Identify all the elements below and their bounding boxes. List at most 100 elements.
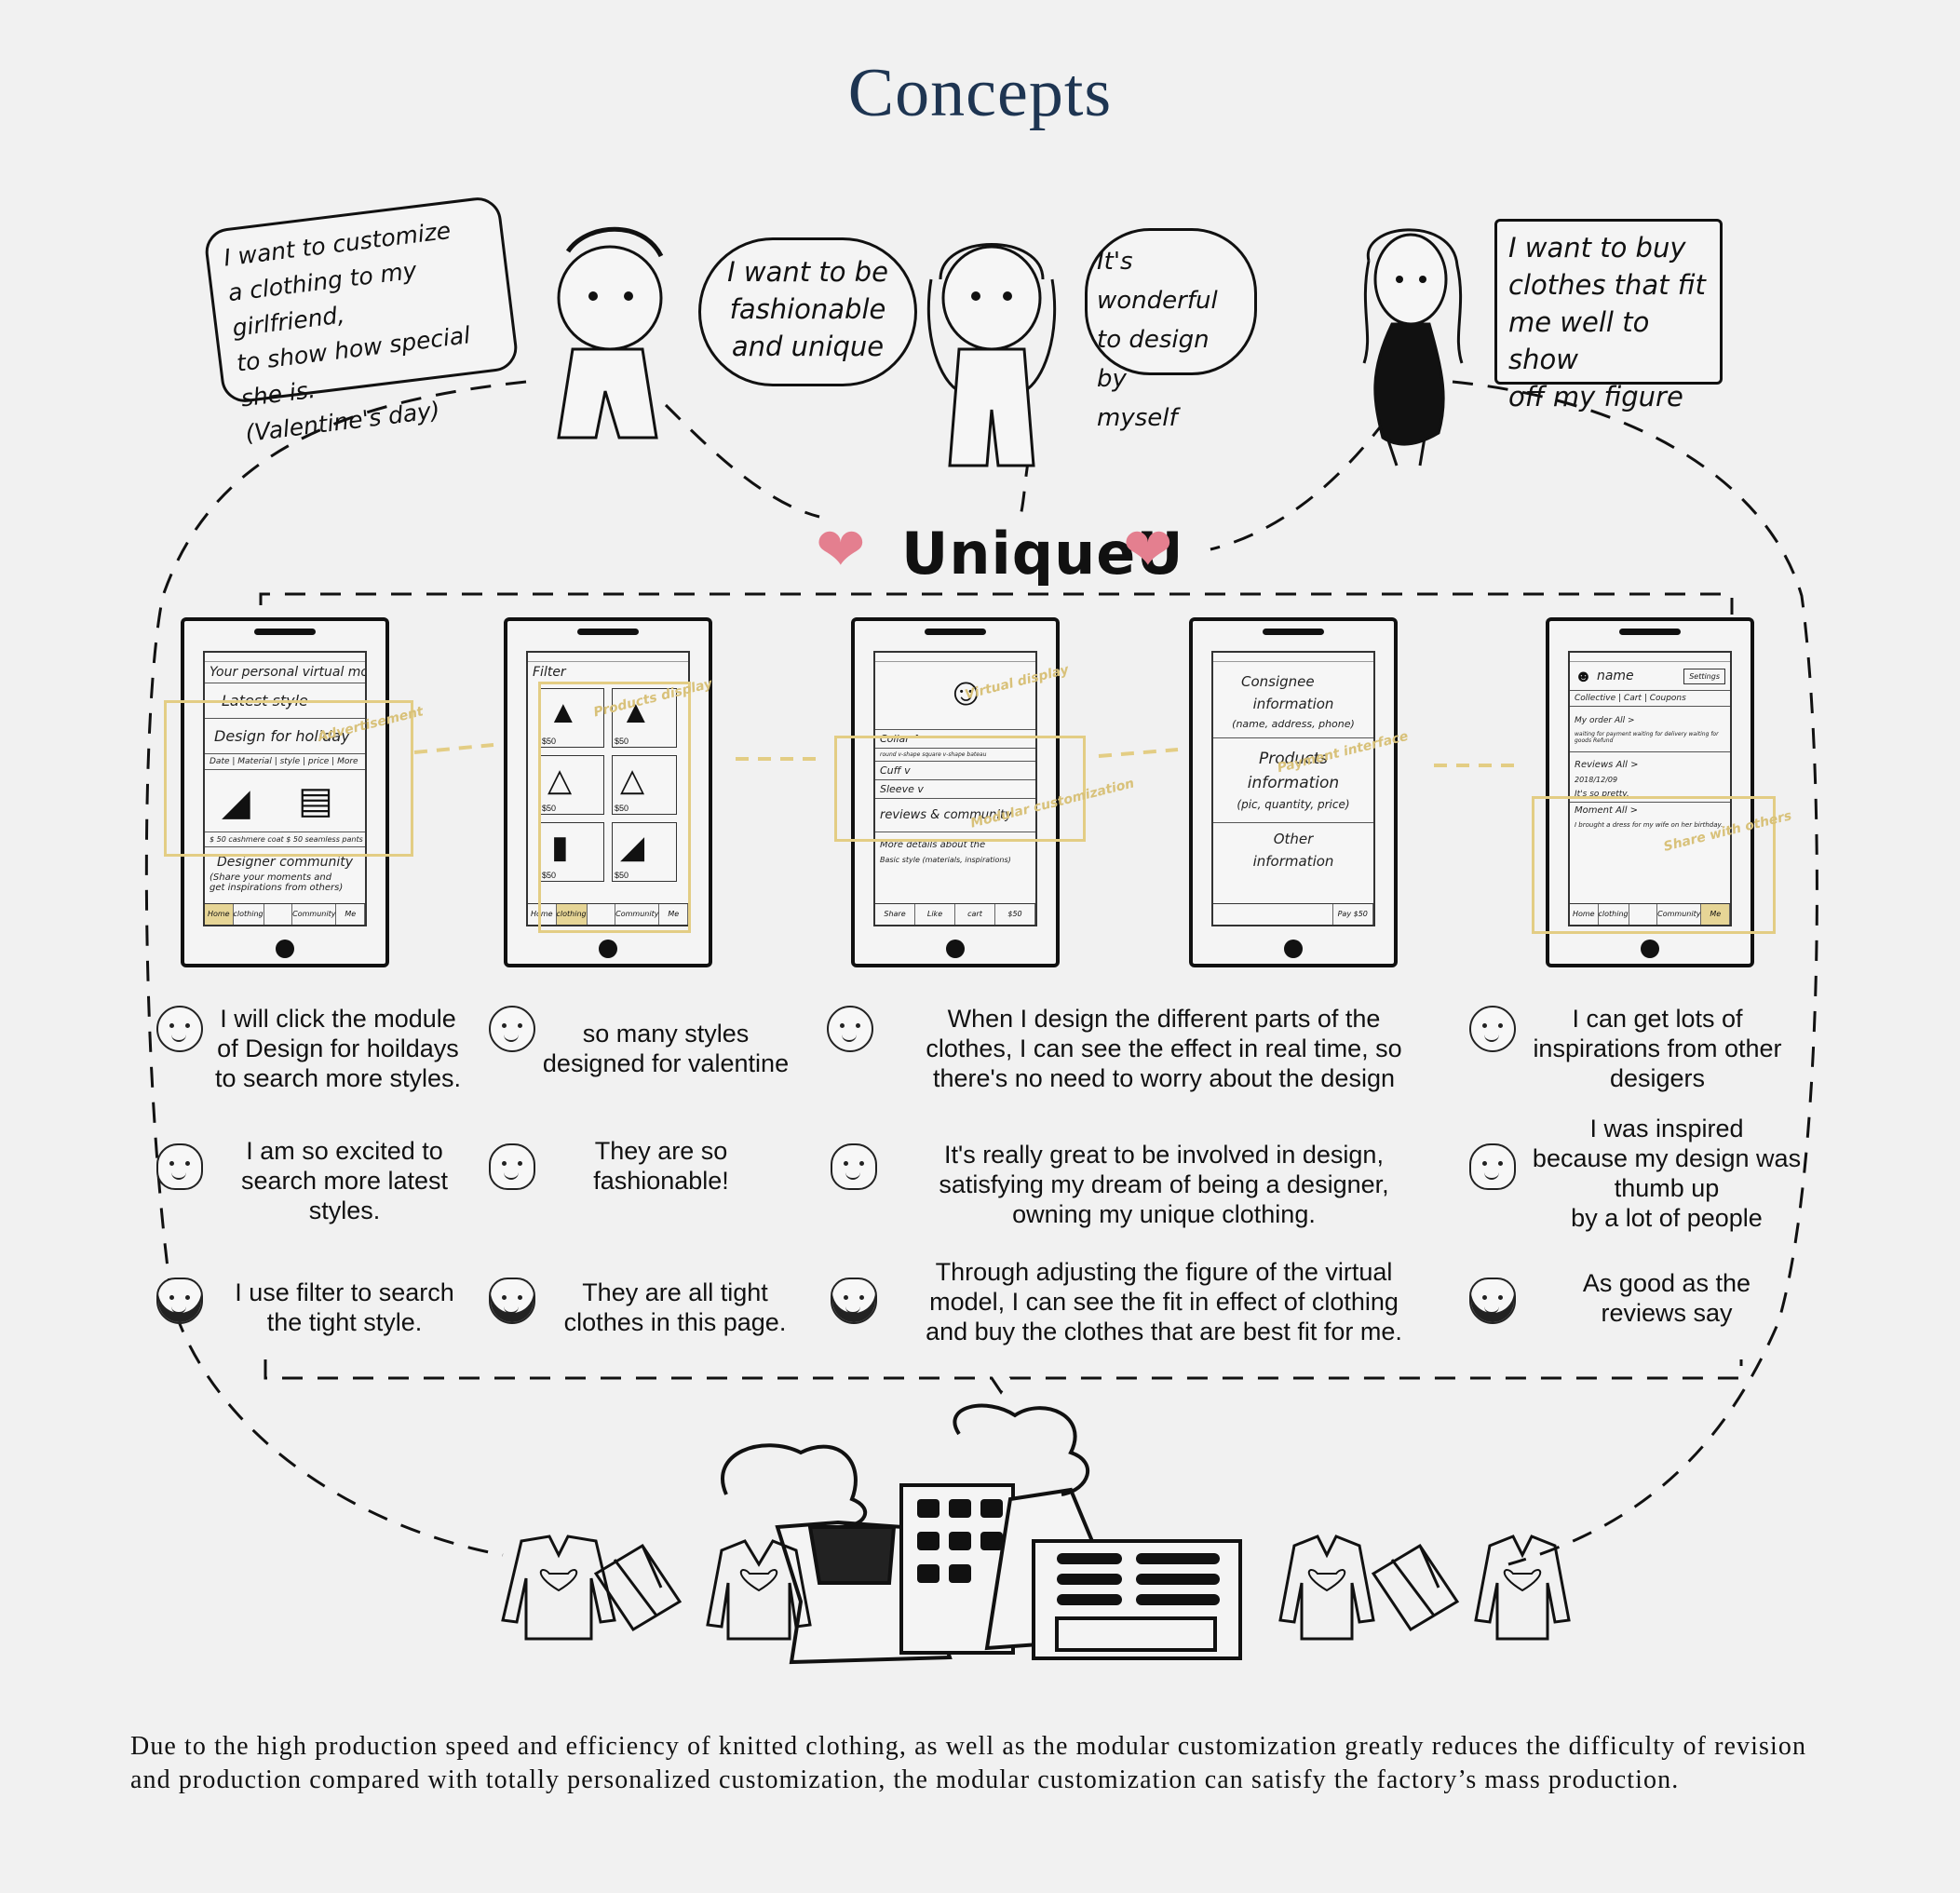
phone-mockup-products: Filter ▲ $50 ▲ $50 △ $50 △ $50 ▮ $50 ◢ $50 Hom… — [504, 617, 712, 967]
tshirt-icon: ▲ — [547, 695, 579, 730]
highlight-modular-customization — [834, 736, 1086, 842]
girl-right-bubble-line-1: It's wonderful — [1097, 248, 1218, 315]
tab-home[interactable]: Home — [528, 904, 557, 925]
phone-mockup-customize: ☺ Collar ^ round v-shape square v-shape … — [851, 617, 1060, 967]
phone-screen-products: Filter ▲ $50 ▲ $50 △ $50 △ $50 ▮ $50 ◢ $50 Hom… — [526, 651, 690, 926]
tab-clothing[interactable]: clothing — [234, 904, 264, 925]
tab-design[interactable] — [264, 904, 293, 925]
sleeve-option[interactable]: Sleeve v — [875, 780, 1035, 799]
phone-mockup-payment: Consignee information (name, address, ph… — [1189, 617, 1398, 967]
product-card[interactable]: ▲ $50 — [612, 688, 677, 748]
girl-head — [941, 245, 1042, 351]
designer-community-module[interactable]: Designer community — [216, 855, 354, 870]
tab-community[interactable]: Community — [615, 904, 660, 925]
face-features — [588, 276, 1426, 301]
tab-design[interactable] — [1629, 904, 1658, 925]
girl-left-bubble-line-1: I want to be — [727, 256, 888, 288]
phone-notch — [925, 629, 986, 635]
consignee-fields[interactable]: (name, address, phone) — [1213, 715, 1373, 738]
arrow-3-4 — [1098, 748, 1179, 758]
heart-right-icon: ❤ — [1123, 516, 1173, 583]
dress-icon: △ — [547, 763, 573, 798]
product-price: $50 — [542, 871, 557, 880]
cart-button[interactable]: cart — [955, 904, 995, 925]
woman-bubble-line-1: I want to buy — [1508, 232, 1686, 264]
woman-face-icon — [1469, 1278, 1516, 1324]
girl-right-speech-bubble: It's wonderful to design by myself — [1085, 228, 1257, 432]
like-button[interactable]: Like — [915, 904, 955, 925]
pay-button[interactable]: Pay $50 — [1333, 904, 1373, 925]
order-status-row[interactable]: waiting for payment waiting for delivery… — [1570, 728, 1730, 752]
phone-screen-profile: ☻ name Settings Collective | Cart | Coup… — [1568, 651, 1732, 926]
girl-right-bubble-line-2: to design by — [1097, 326, 1210, 393]
tab-clothing[interactable]: clothing — [556, 904, 588, 925]
tab-home[interactable]: Home — [205, 904, 234, 925]
design-for-holiday-module[interactable]: Design for holiday — [205, 719, 365, 754]
products-subtitle: information — [1247, 774, 1340, 792]
moment-text: I brought a dress for my wife on her bir… — [1575, 821, 1723, 829]
share-button[interactable]: Share — [875, 904, 915, 925]
phone-screen-payment: Consignee information (name, address, ph… — [1211, 651, 1375, 926]
status-bar — [205, 653, 365, 662]
page-title: Concepts — [847, 55, 1113, 131]
arrow-1-2 — [413, 743, 494, 754]
moment-header[interactable]: Moment All > — [1575, 805, 1639, 816]
product-price: $50 — [542, 804, 557, 813]
avatar-icon: ☻ — [1575, 666, 1592, 685]
caption-boy-4: I can get lots of inspirations from othe… — [1533, 1005, 1782, 1092]
phone-screen-customize: ☺ Collar ^ round v-shape square v-shape … — [873, 651, 1037, 926]
knitwear-products — [501, 1535, 1571, 1641]
account-tabs[interactable]: Collective | Cart | Coupons — [1570, 691, 1730, 707]
collar-styles[interactable]: round v-shape square v-shape bateau — [875, 749, 1035, 762]
reviews-community-link[interactable]: reviews & community — [875, 799, 1035, 832]
status-bar — [528, 653, 688, 662]
filter-button[interactable]: Filter — [533, 665, 566, 680]
review-date: 2018/12/09 — [1575, 776, 1618, 784]
home-button — [946, 940, 965, 958]
virtual-model-link[interactable]: Your personal virtual model — [205, 662, 365, 683]
tab-me[interactable]: Me — [1701, 904, 1730, 925]
boy-head — [557, 245, 663, 351]
tab-clothing[interactable]: clothing — [1599, 904, 1629, 925]
details-line-2: Basic style (materials, inspirations) — [880, 856, 1011, 864]
my-order-header[interactable]: My order All > — [1575, 716, 1635, 725]
caption-boy-2: so many styles designed for valentine — [542, 1020, 790, 1077]
phone-mockup-profile: ☻ name Settings Collective | Cart | Coup… — [1546, 617, 1754, 967]
virtual-model-area[interactable]: ☺ — [875, 662, 1035, 730]
home-button — [1284, 940, 1303, 958]
caption-woman-3: Through adjusting the figure of the virt… — [926, 1258, 1402, 1345]
products-fields: (pic, quantity, price) — [1213, 795, 1373, 823]
tab-me[interactable]: Me — [659, 904, 688, 925]
settings-button[interactable]: Settings — [1683, 668, 1725, 684]
bottom-tab-bar: Home clothing Community Me — [205, 903, 365, 925]
product-card[interactable]: △ $50 — [612, 755, 677, 815]
tab-spacer — [1213, 904, 1253, 925]
phones-group-bottom — [264, 1359, 1743, 1395]
caption-girl-3: It's really great to be involved in desi… — [939, 1141, 1389, 1228]
bottom-tab-bar: Home clothing Community Me — [1570, 903, 1730, 925]
caption-woman-1: I use filter to search the tight style. — [235, 1278, 454, 1336]
reviews-header[interactable]: Reviews All > — [1575, 760, 1639, 770]
boy-face-icon — [1469, 1006, 1516, 1052]
profile-header: ☻ name Settings — [1570, 662, 1730, 691]
filter-row[interactable]: Date | Material | style | price | More — [205, 754, 365, 770]
tab-community[interactable]: Community — [1657, 904, 1702, 925]
product-card[interactable]: ◢ $50 — [612, 822, 677, 882]
tab-home[interactable]: Home — [1570, 904, 1599, 925]
sweater-hearts — [539, 1569, 1542, 1592]
boy-speech-bubble: I want to customize a clothing to my gir… — [202, 195, 520, 447]
brand-logo: UniqueU — [901, 520, 1184, 588]
girl-left-speech-bubble: I want to be fashionable and unique — [698, 237, 917, 386]
tab-design[interactable] — [588, 904, 616, 925]
bottom-tab-bar: Home clothing Community Me — [528, 903, 688, 925]
buy-price-button[interactable]: $50 — [995, 904, 1035, 925]
product-card[interactable]: ▮ $50 — [539, 822, 604, 882]
home-button — [276, 940, 294, 958]
cuff-option[interactable]: Cuff v — [875, 762, 1035, 780]
coat-icon: ◢ — [222, 782, 250, 823]
caption-boy-3: When I design the different parts of the… — [926, 1005, 1402, 1092]
tab-community[interactable]: Community — [292, 904, 337, 925]
tab-me[interactable]: Me — [336, 904, 365, 925]
home-button — [599, 940, 617, 958]
